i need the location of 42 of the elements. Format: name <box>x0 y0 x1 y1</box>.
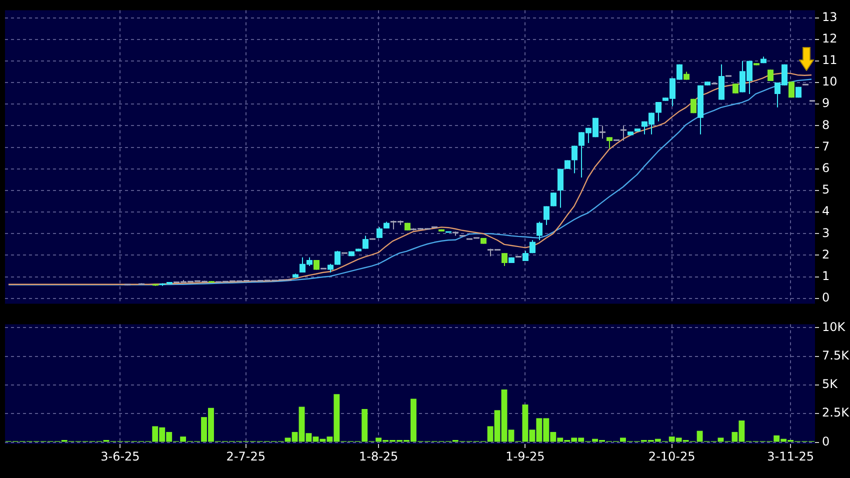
candlestick <box>362 235 368 250</box>
x-tick-label: 3-6-25 <box>100 449 140 464</box>
candlestick <box>732 83 738 94</box>
y-tick-label: 0 <box>822 290 830 305</box>
candlestick <box>656 101 662 122</box>
y-tick-label: 7 <box>822 139 830 154</box>
candlestick <box>788 81 794 98</box>
candlestick <box>334 250 340 266</box>
candlestick <box>502 252 508 267</box>
y-tick-label: 10 <box>822 74 838 89</box>
y-tick-label: 5K <box>822 377 839 392</box>
y-tick-label: 13 <box>822 10 838 24</box>
candlestick <box>376 226 382 238</box>
y-tick-label: 6 <box>822 161 830 175</box>
candlestick <box>558 168 564 208</box>
y-tick-label: 4 <box>822 204 830 218</box>
x-tick-label: 3-11-25 <box>767 449 814 464</box>
y-tick-label: 3 <box>822 226 830 240</box>
y-tick-label: 7.5K <box>822 348 850 362</box>
y-tick-label: 2 <box>822 247 830 262</box>
x-tick-label: 2-10-25 <box>648 449 696 464</box>
y-tick-label: 10K <box>822 320 846 334</box>
x-tick-label: 1-8-25 <box>358 449 398 464</box>
y-tick-label: 0 <box>822 434 830 448</box>
candlestick <box>600 125 606 140</box>
candlestick <box>572 145 578 174</box>
candlestick <box>544 206 550 226</box>
y-tick-label: 11 <box>822 53 838 68</box>
candlestick <box>718 64 724 100</box>
y-tick-label: 8 <box>822 118 830 132</box>
y-tick-label: 5 <box>822 182 830 197</box>
x-tick-label: 1-9-25 <box>506 449 545 464</box>
candlestick <box>536 221 542 241</box>
candlestick <box>550 192 556 207</box>
candlestick <box>606 136 612 149</box>
x-tick-label: 2-7-25 <box>226 449 266 464</box>
y-tick-label: 1 <box>822 268 830 283</box>
y-tick-label: 12 <box>822 31 838 46</box>
y-tick-label: 2.5K <box>822 406 850 420</box>
y-tick-label: 9 <box>822 96 830 110</box>
candlestick <box>530 240 536 254</box>
candlestick <box>620 125 626 142</box>
